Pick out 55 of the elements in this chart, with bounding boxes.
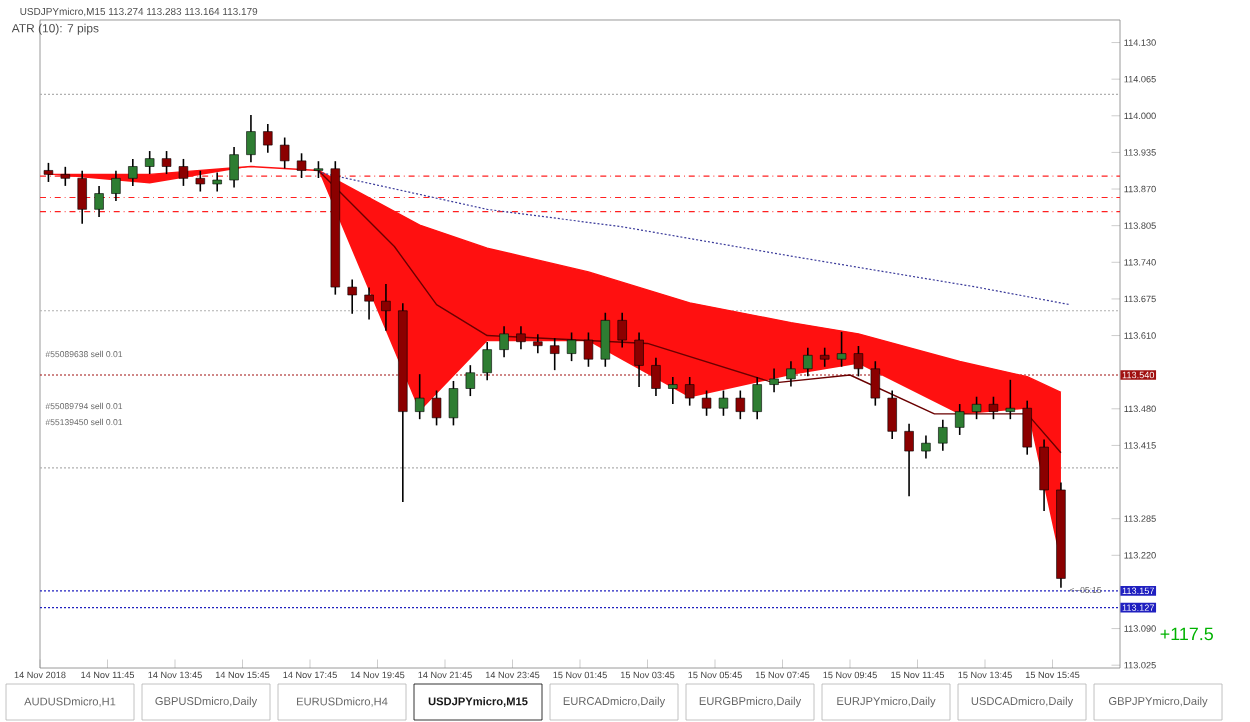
candlestick [971, 396, 982, 420]
candlestick [786, 361, 796, 387]
candlestick [853, 346, 864, 377]
candlestick [904, 423, 914, 497]
candlestick [482, 342, 492, 381]
candlestick [870, 361, 881, 406]
candlestick [161, 151, 172, 175]
candlestick [144, 151, 155, 175]
candlestick [583, 332, 594, 367]
candlestick [263, 124, 273, 153]
candlestick [718, 390, 729, 416]
candlestick [364, 287, 374, 320]
candlestick [128, 158, 138, 186]
candlestick [465, 365, 476, 397]
candlestick [347, 279, 357, 314]
candlestick [617, 312, 627, 348]
candlestick [111, 170, 121, 202]
candlestick [448, 380, 459, 426]
candlestick [94, 185, 104, 217]
candlestick [634, 332, 644, 388]
candlestick [499, 326, 509, 358]
candlestick [938, 419, 948, 451]
candlestick [77, 170, 87, 224]
candlestick [279, 137, 290, 169]
candlestick [1022, 400, 1032, 455]
candlestick [178, 158, 189, 186]
candlestick [803, 347, 813, 377]
candlestick [195, 170, 206, 192]
candlestick [685, 377, 695, 406]
text: +117.5 [1160, 627, 1213, 641]
candlestick [516, 326, 526, 350]
candlestick [600, 312, 611, 367]
candlestick [414, 374, 425, 420]
candlestick [1005, 379, 1016, 420]
candlestick [735, 390, 746, 420]
candlestick [431, 390, 442, 426]
candlestick [296, 153, 307, 178]
candlestick [212, 172, 222, 192]
candlestick [229, 147, 239, 188]
candlestick [752, 377, 762, 420]
candlestick [988, 396, 999, 420]
candlestick [769, 368, 779, 393]
candlestick [381, 284, 391, 331]
candlestick [921, 435, 931, 459]
candlestick [836, 331, 847, 367]
candlestick [246, 114, 256, 163]
candlestick [955, 404, 965, 435]
candlestick [550, 338, 560, 371]
candlestick [651, 357, 661, 397]
candlestick [1039, 439, 1049, 512]
candlestick [566, 332, 577, 362]
candlestick [533, 334, 543, 354]
candlestick [887, 390, 897, 439]
candlestick [668, 377, 678, 404]
candlestick [701, 390, 712, 416]
